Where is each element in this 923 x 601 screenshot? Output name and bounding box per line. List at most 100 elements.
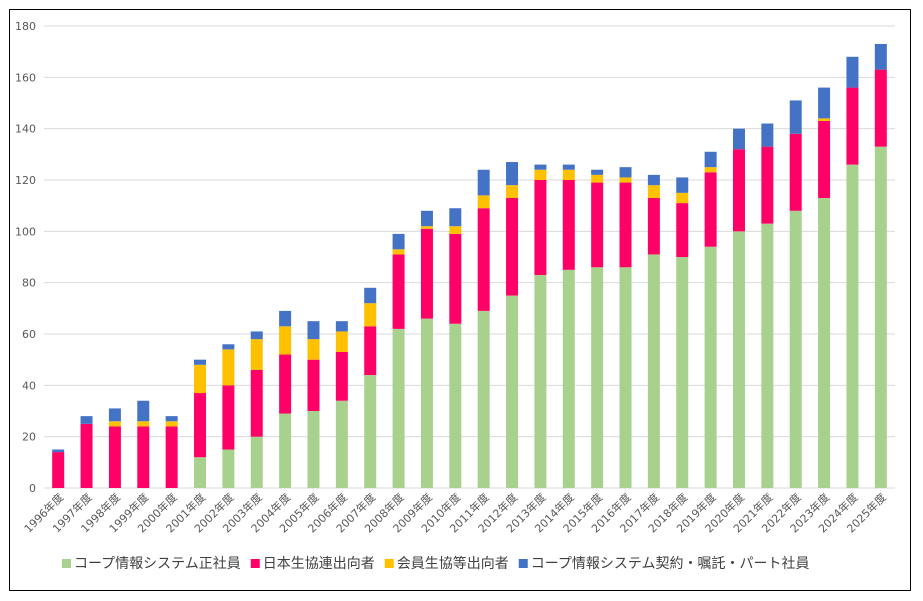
y-tick-label: 60: [22, 328, 36, 341]
bar-segment-0: [364, 375, 377, 488]
bar-segment-1: [52, 452, 65, 488]
y-tick-label: 80: [22, 277, 36, 290]
bar-segment-3: [279, 310, 292, 327]
bar-segment-1: [392, 254, 405, 329]
bar-segment-1: [364, 326, 377, 376]
legend-swatch: [384, 559, 394, 568]
bar-segment-1: [477, 208, 490, 311]
bar-segment-0: [506, 295, 519, 488]
bar-segment-3: [364, 287, 377, 304]
bar-segment-3: [506, 162, 519, 186]
bar-segment-1: [534, 180, 547, 275]
y-tick-label: 0: [29, 482, 36, 495]
bar-segment-2: [222, 349, 235, 386]
bar-segment-0: [534, 274, 547, 488]
bar-segment-0: [732, 231, 745, 489]
legend-label: 会員生協等出向者: [397, 555, 509, 572]
bar-segment-1: [562, 180, 575, 270]
bar-segment-1: [80, 423, 93, 488]
bar-segment-1: [789, 133, 802, 211]
bar-segment-1: [222, 385, 235, 450]
bar-segment-3: [647, 174, 660, 186]
bar-segment-2: [250, 339, 263, 370]
bar-segment-0: [194, 457, 207, 488]
bar-segment-2: [165, 421, 178, 427]
bar-segment-0: [676, 257, 689, 488]
legend-label: コープ情報システム契約・嘱託・パート社員: [531, 556, 810, 572]
bar-segment-1: [818, 120, 831, 198]
bar-segment-0: [704, 246, 717, 488]
bar-segment-0: [449, 323, 462, 488]
bar-segment-3: [194, 359, 207, 365]
bar-segment-2: [704, 167, 717, 173]
bar-segment-0: [562, 269, 575, 488]
bar-segment-3: [420, 210, 433, 227]
bar-segment-3: [222, 344, 235, 350]
bar-segment-1: [506, 197, 519, 296]
bar-segment-1: [761, 146, 774, 224]
y-tick-label: 120: [15, 174, 36, 187]
bar-segment-3: [732, 128, 745, 150]
bar-segment-2: [108, 421, 121, 427]
bar-segment-0: [420, 318, 433, 488]
y-tick-label: 100: [15, 225, 36, 238]
bar-segment-3: [704, 151, 717, 168]
bar-segment-1: [307, 359, 320, 411]
bar-segment-0: [307, 411, 320, 488]
bar-segment-0: [761, 223, 774, 488]
bar-segment-1: [137, 426, 150, 488]
legend-swatch: [250, 559, 260, 568]
bar-segment-0: [619, 267, 632, 488]
bar-segment-1: [619, 182, 632, 268]
bar-segment-1: [676, 203, 689, 257]
bar-segment-3: [619, 167, 632, 178]
bar-segment-1: [647, 197, 660, 255]
bar-segment-3: [449, 208, 462, 227]
bar-segment-3: [761, 123, 774, 147]
bar-segment-3: [676, 177, 689, 193]
legend-swatch: [518, 559, 528, 568]
bar-segment-3: [874, 43, 887, 70]
bar-segment-2: [364, 303, 377, 327]
bar-segment-2: [562, 169, 575, 180]
bar-segment-0: [279, 413, 292, 488]
bar-segment-1: [335, 351, 348, 401]
bar-segment-1: [250, 369, 263, 437]
bar-segment-0: [874, 146, 887, 488]
bar-segment-3: [534, 164, 547, 170]
bar-segment-3: [165, 416, 178, 422]
bar-segment-3: [789, 100, 802, 134]
bar-segment-2: [307, 339, 320, 360]
y-tick-label: 40: [22, 379, 36, 392]
bar-segment-1: [449, 233, 462, 324]
bar-segment-2: [506, 185, 519, 198]
bar-segment-2: [194, 364, 207, 394]
bar-segment-2: [420, 226, 433, 229]
bar-segment-3: [846, 56, 859, 88]
bar-segment-3: [80, 416, 93, 424]
bar-segment-3: [562, 164, 575, 170]
bar-segment-2: [137, 421, 150, 427]
bar-segment-0: [477, 310, 490, 488]
bar-segment-0: [250, 436, 263, 488]
bar-segment-1: [420, 228, 433, 319]
bar-segment-1: [108, 426, 121, 488]
y-tick-label: 20: [22, 431, 36, 444]
bar-segment-0: [789, 210, 802, 489]
bar-segment-2: [449, 226, 462, 234]
bar-segment-3: [108, 408, 121, 422]
bar-segment-2: [591, 174, 604, 183]
bar-segment-1: [846, 87, 859, 165]
y-tick-label: 180: [15, 20, 36, 33]
bar-segment-2: [534, 169, 547, 180]
bar-segment-3: [307, 321, 320, 340]
bar-segment-1: [732, 149, 745, 232]
bar-segment-1: [165, 426, 178, 488]
y-tick-label: 140: [15, 123, 36, 136]
bar-segment-3: [591, 169, 604, 175]
bar-segment-2: [676, 192, 689, 204]
bar-segment-0: [647, 254, 660, 488]
bar-segment-2: [335, 331, 348, 352]
bar-segment-2: [818, 118, 831, 121]
